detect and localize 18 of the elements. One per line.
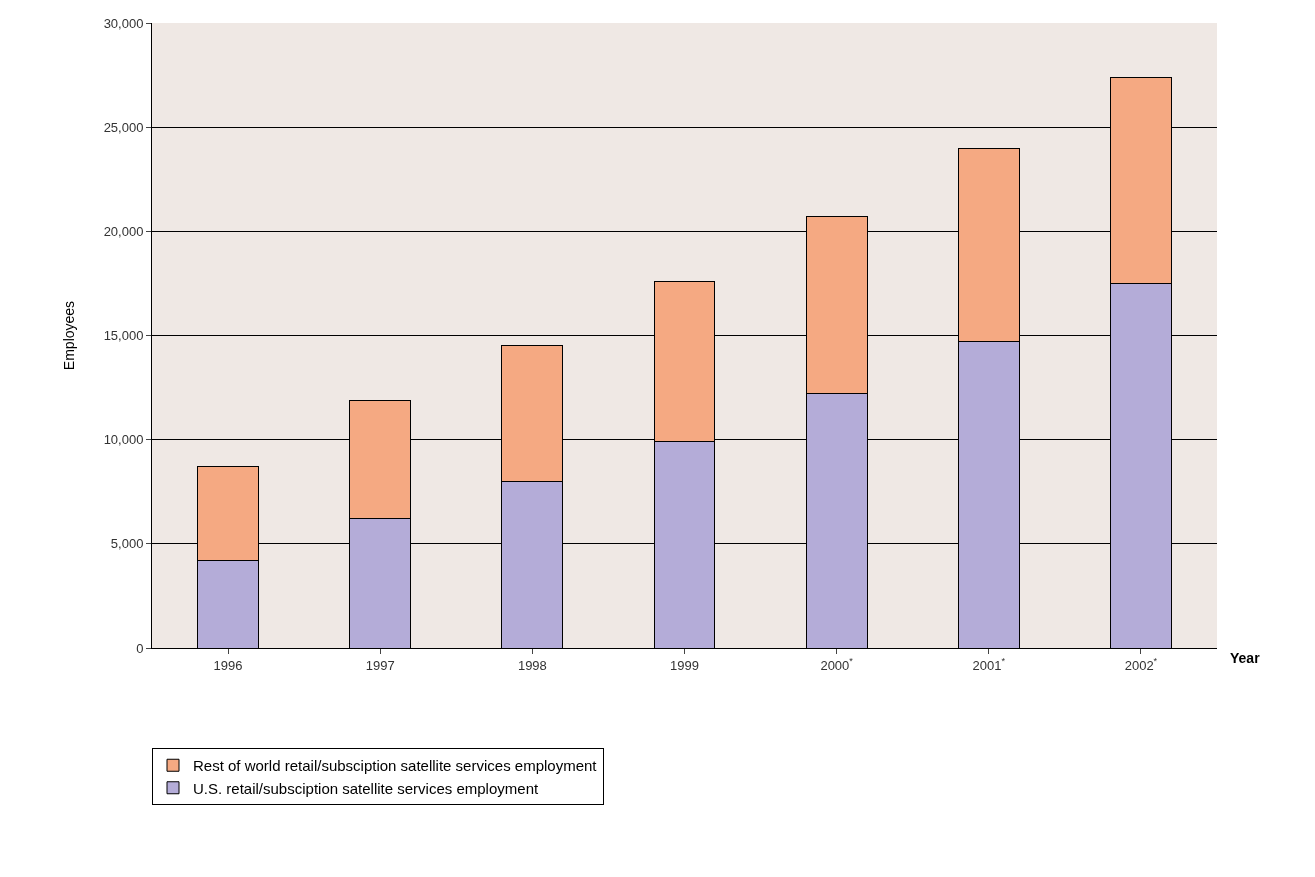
x-tick-label: 2000$^{*}$ bbox=[820, 656, 854, 673]
y-tick-label: 10,000 bbox=[103, 432, 144, 448]
x-tick-label: 2002$^{*}$ bbox=[1124, 656, 1158, 673]
y-tick-label: 30,000 bbox=[103, 15, 144, 31]
y-tick-label: 15,000 bbox=[103, 328, 144, 344]
y-tick-label: 20,000 bbox=[103, 223, 144, 239]
legend-label: U.S. retail/subsciption satellite services employment bbox=[193, 779, 539, 797]
y-tick-label: 0 bbox=[136, 640, 144, 656]
x-tick-label: 1998 bbox=[517, 657, 547, 673]
x-tick-label: 1996 bbox=[213, 657, 243, 673]
x-tick-label: 1999 bbox=[670, 657, 699, 673]
y-axis-title: Employees bbox=[61, 300, 78, 371]
x-axis-title: Year bbox=[1230, 650, 1261, 666]
y-tick-label: 5,000 bbox=[110, 536, 144, 552]
x-tick-label: 2001$^{*}$ bbox=[972, 656, 1006, 673]
y-tick-label: 25,000 bbox=[103, 119, 144, 135]
x-tick-label: 1997 bbox=[365, 657, 395, 673]
legend-label: Rest of world retail/subsciption satellite services employment bbox=[193, 757, 598, 775]
